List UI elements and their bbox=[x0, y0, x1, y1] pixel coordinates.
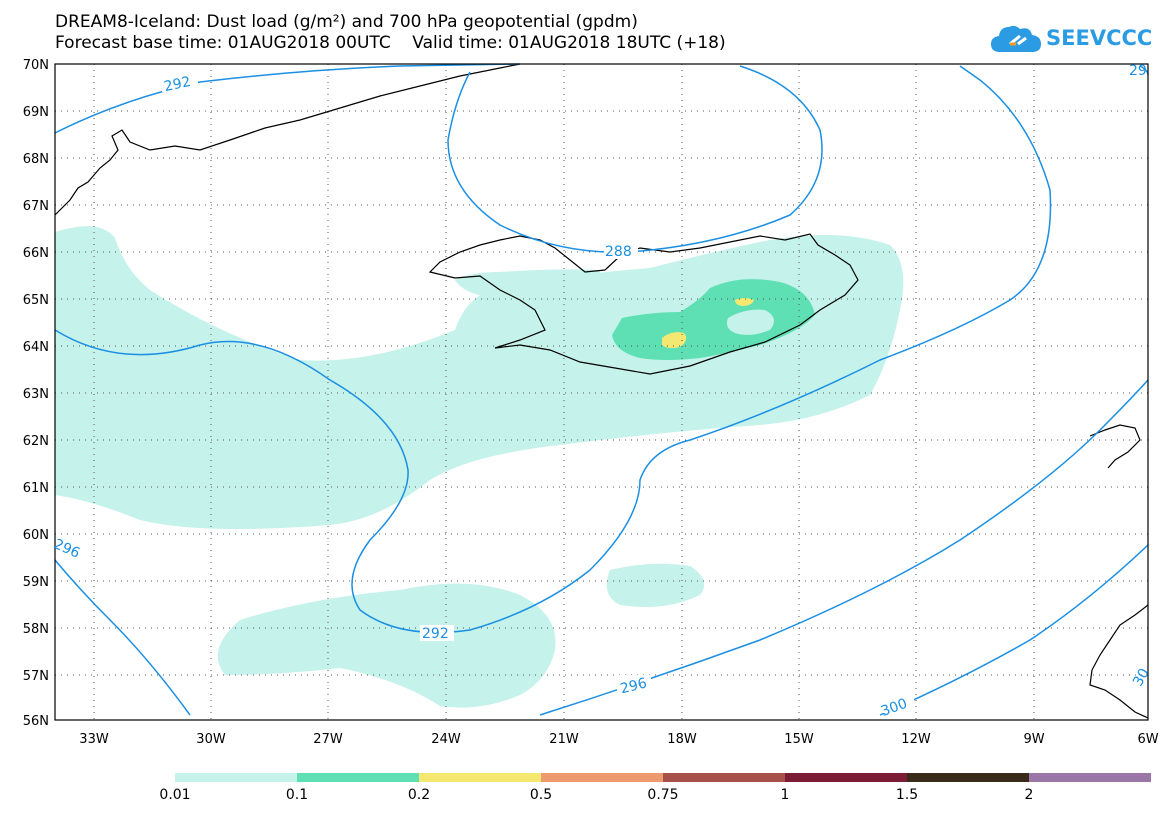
map-subtitle: Forecast base time: 01AUG2018 00UTC Vali… bbox=[55, 33, 726, 53]
greenland-coast bbox=[54, 63, 521, 216]
lat-label: 58N bbox=[23, 622, 49, 637]
contour-label: 292 bbox=[163, 74, 192, 95]
colorbar-swatch bbox=[1029, 773, 1151, 782]
contour-label: 292 bbox=[422, 626, 449, 642]
dust-shading-high bbox=[662, 298, 754, 349]
map-title: DREAM8-Iceland: Dust load (g/m²) and 700… bbox=[55, 12, 638, 32]
lat-label: 56N bbox=[23, 714, 49, 729]
lat-label: 70N bbox=[23, 58, 49, 73]
lon-label: 15W bbox=[784, 732, 814, 747]
colorbar: 0.01 0.1 0.2 0.5 0.75 1 1.5 2 bbox=[159, 773, 1151, 803]
lat-label: 61N bbox=[23, 481, 49, 496]
lat-label: 69N bbox=[23, 105, 49, 120]
cloud-icon bbox=[991, 25, 1041, 52]
lon-label: 6W bbox=[1137, 732, 1158, 747]
lat-label: 65N bbox=[23, 293, 49, 308]
coastlines bbox=[54, 63, 1149, 719]
colorbar-swatch bbox=[663, 773, 785, 782]
colorbar-label: 0.2 bbox=[408, 787, 430, 803]
contour-292-north bbox=[54, 63, 521, 134]
colorbar-swatch bbox=[541, 773, 663, 782]
lat-label: 62N bbox=[23, 434, 49, 449]
lon-label: 9W bbox=[1023, 732, 1044, 747]
lat-label: 59N bbox=[23, 575, 49, 590]
colorbar-swatch bbox=[907, 773, 1029, 782]
graticule bbox=[55, 64, 1150, 720]
colorbar-label: 0.1 bbox=[286, 787, 308, 803]
latitude-labels: 70N 69N 68N 67N 66N 65N 64N 63N 62N 61N … bbox=[23, 58, 49, 729]
contour-label: 296 bbox=[51, 536, 82, 562]
map-frame bbox=[54, 63, 1149, 721]
lon-label: 27W bbox=[313, 732, 343, 747]
colorbar-swatch bbox=[785, 773, 907, 782]
lat-label: 60N bbox=[23, 528, 49, 543]
colorbar-label: 2 bbox=[1025, 787, 1034, 803]
lon-label: 24W bbox=[431, 732, 461, 747]
lat-label: 63N bbox=[23, 387, 49, 402]
colorbar-label: 0.5 bbox=[530, 787, 552, 803]
lat-label: 67N bbox=[23, 199, 49, 214]
lon-label: 12W bbox=[901, 732, 931, 747]
seevccc-logo: SEEVCCC bbox=[990, 22, 1152, 54]
contour-296-southeast bbox=[539, 379, 1149, 716]
scotland-coast bbox=[1089, 604, 1149, 719]
lon-label: 18W bbox=[667, 732, 697, 747]
lon-label: 30W bbox=[196, 732, 226, 747]
lat-label: 57N bbox=[23, 669, 49, 684]
colorbar-label: 0.75 bbox=[647, 787, 678, 803]
lat-label: 68N bbox=[23, 152, 49, 167]
colorbar-swatch bbox=[175, 773, 297, 782]
dust-shading-low bbox=[55, 226, 904, 708]
lat-label: 64N bbox=[23, 340, 49, 355]
contour-label-backgrounds bbox=[162, 76, 914, 713]
contour-296-southwest bbox=[54, 559, 191, 716]
contour-label: 29 bbox=[1129, 63, 1147, 79]
colorbar-swatch bbox=[419, 773, 541, 782]
contour-300 bbox=[879, 544, 1149, 716]
lon-label: 21W bbox=[549, 732, 579, 747]
dust-shading-mid-hole bbox=[726, 309, 774, 335]
contour-label: 288 bbox=[605, 244, 632, 260]
lon-label: 33W bbox=[79, 732, 109, 747]
colorbar-label: 1 bbox=[781, 787, 790, 803]
logo-text: SEEVCCC bbox=[1046, 26, 1153, 50]
contour-label: 30 bbox=[1130, 666, 1153, 689]
iceland-coast bbox=[428, 233, 859, 375]
colorbar-label: 1.5 bbox=[896, 787, 918, 803]
contour-label: 296 bbox=[619, 675, 649, 697]
lat-label: 66N bbox=[23, 246, 49, 261]
colorbar-swatch bbox=[297, 773, 419, 782]
contour-292-main bbox=[54, 65, 1052, 634]
colorbar-label: 0.01 bbox=[159, 787, 190, 803]
longitude-labels: 33W 30W 27W 24W 21W 18W 15W 12W 9W 6W bbox=[79, 732, 1158, 747]
faroe-scotland-coast bbox=[1089, 424, 1141, 469]
contour-288-ring bbox=[447, 65, 823, 254]
